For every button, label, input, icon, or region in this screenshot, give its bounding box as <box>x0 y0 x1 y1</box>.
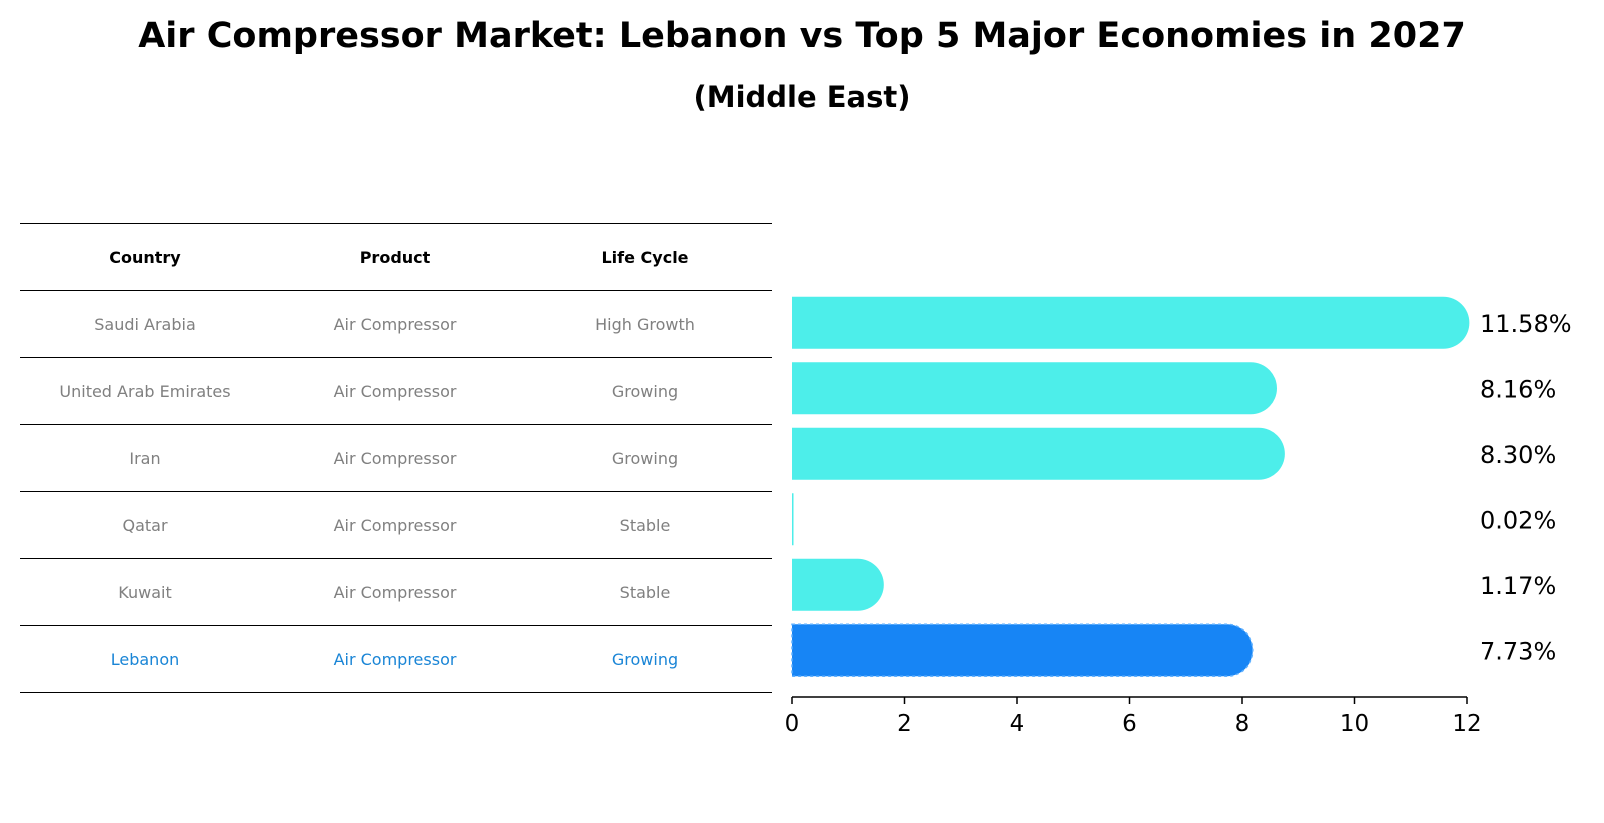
data-label: 0.02% <box>1480 506 1556 534</box>
bar-iran <box>792 427 1285 480</box>
table-row: Kuwait Air Compressor Stable <box>20 558 772 625</box>
cell-product: Air Compressor <box>333 448 457 468</box>
bar-united-arab-emirates <box>792 362 1277 415</box>
bar-kuwait <box>792 558 884 611</box>
data-label: 11.58% <box>1480 310 1572 338</box>
table-row-highlighted: Lebanon Air Compressor Growing <box>20 625 772 693</box>
cell-life-cycle: Stable <box>619 515 671 535</box>
data-label: 8.30% <box>1480 441 1556 469</box>
cell-country: Saudi Arabia <box>94 314 196 334</box>
data-label: 8.16% <box>1480 375 1556 403</box>
bar-saudi-arabia <box>792 296 1470 349</box>
x-tick-label: 12 <box>1452 711 1481 737</box>
x-tick-label: 4 <box>1010 711 1025 737</box>
cell-country: Lebanon <box>110 649 180 669</box>
chart-title: Air Compressor Market: Lebanon vs Top 5 … <box>138 16 1466 56</box>
cell-life-cycle: Growing <box>611 448 679 468</box>
x-tick-label: 0 <box>785 711 800 737</box>
table-header-row: Country Product Life Cycle <box>20 223 772 290</box>
header-country: Country <box>109 247 181 267</box>
cell-product: Air Compressor <box>333 381 457 401</box>
table-row: United Arab Emirates Air Compressor Grow… <box>20 357 772 424</box>
data-label: 1.17% <box>1480 572 1556 600</box>
bar-qatar <box>792 493 794 546</box>
x-tick-label: 10 <box>1340 711 1369 737</box>
data-label: 7.73% <box>1480 637 1556 665</box>
cell-country: Iran <box>129 448 161 468</box>
cell-product: Air Compressor <box>333 515 457 535</box>
market-table: Country Product Life Cycle Saudi Arabia … <box>20 223 772 693</box>
cell-country: Qatar <box>122 515 168 535</box>
header-life-cycle: Life Cycle <box>601 247 689 267</box>
cell-life-cycle: High Growth <box>595 314 695 334</box>
x-tick-label: 8 <box>1235 711 1250 737</box>
cell-product: Air Compressor <box>333 582 457 602</box>
table-row: Iran Air Compressor Growing <box>20 424 772 491</box>
chart-subtitle: (Middle East) <box>693 80 911 114</box>
cell-product: Air Compressor <box>333 649 457 669</box>
cell-life-cycle: Growing <box>611 381 679 401</box>
cell-country: Kuwait <box>118 582 172 602</box>
header-product: Product <box>359 247 431 267</box>
bar-lebanon <box>791 623 1254 677</box>
table-row: Qatar Air Compressor Stable <box>20 491 772 558</box>
x-tick-label: 6 <box>1122 711 1137 737</box>
cell-country: United Arab Emirates <box>59 381 231 401</box>
x-tick-label: 2 <box>897 711 912 737</box>
table-row: Saudi Arabia Air Compressor High Growth <box>20 290 772 357</box>
cell-product: Air Compressor <box>333 314 457 334</box>
cell-life-cycle: Growing <box>611 649 679 669</box>
cell-life-cycle: Stable <box>619 582 671 602</box>
